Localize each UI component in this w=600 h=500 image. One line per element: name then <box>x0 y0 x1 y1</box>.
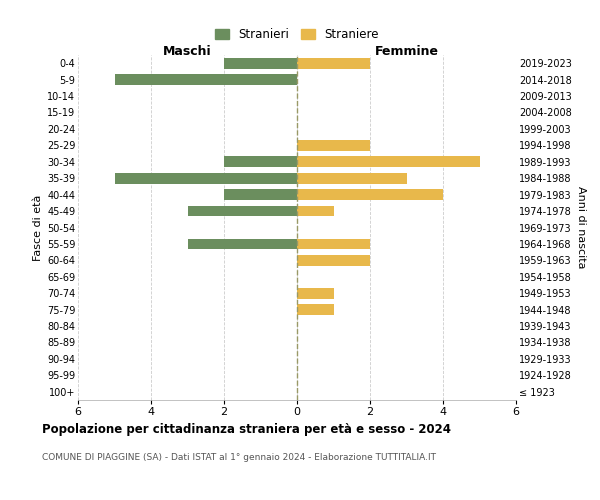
Text: COMUNE DI PIAGGINE (SA) - Dati ISTAT al 1° gennaio 2024 - Elaborazione TUTTITALI: COMUNE DI PIAGGINE (SA) - Dati ISTAT al … <box>42 452 436 462</box>
Legend: Stranieri, Straniere: Stranieri, Straniere <box>210 23 384 46</box>
Bar <box>297 288 334 298</box>
Bar <box>187 206 297 216</box>
Bar <box>224 58 297 68</box>
Bar <box>297 304 334 315</box>
Y-axis label: Fasce di età: Fasce di età <box>32 194 43 260</box>
Bar <box>297 206 334 216</box>
Bar <box>224 156 297 167</box>
Bar <box>297 238 370 250</box>
Bar <box>297 140 370 150</box>
Bar <box>224 190 297 200</box>
Bar <box>115 74 297 85</box>
Bar <box>297 58 370 68</box>
Bar <box>297 173 407 184</box>
Bar <box>187 238 297 250</box>
Bar <box>297 255 370 266</box>
Bar <box>297 190 443 200</box>
Text: Popolazione per cittadinanza straniera per età e sesso - 2024: Popolazione per cittadinanza straniera p… <box>42 422 451 436</box>
Text: Maschi: Maschi <box>163 46 212 59</box>
Y-axis label: Anni di nascita: Anni di nascita <box>576 186 586 269</box>
Bar <box>115 173 297 184</box>
Bar <box>297 156 479 167</box>
Text: Femmine: Femmine <box>374 46 439 59</box>
